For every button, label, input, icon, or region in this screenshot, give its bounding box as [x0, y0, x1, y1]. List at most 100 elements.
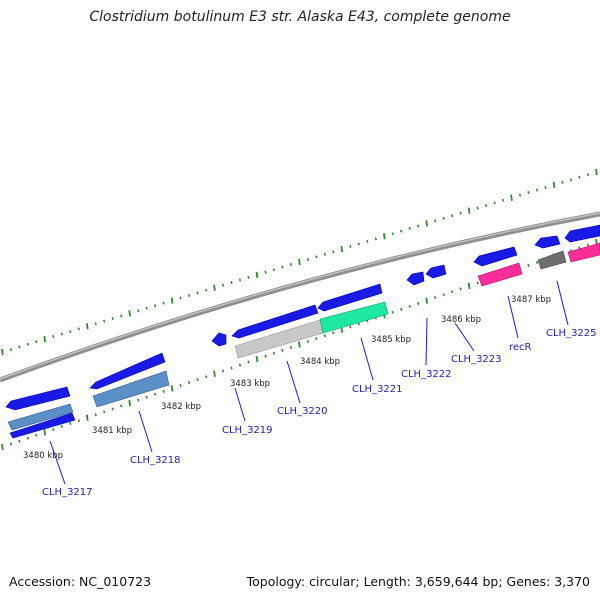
minor-tick [272, 351, 276, 355]
genome-backbone [0, 211, 600, 383]
minor-tick [349, 245, 352, 249]
major-tick [340, 245, 344, 253]
major-tick [255, 355, 259, 363]
major-tick [1, 443, 4, 451]
minor-tick [417, 224, 420, 228]
gene-label[interactable]: CLH_3223 [451, 354, 502, 365]
leader-line [360, 337, 374, 381]
minor-tick [569, 178, 573, 182]
major-tick [213, 370, 216, 377]
minor-tick [493, 201, 496, 205]
minor-tick [357, 242, 360, 246]
minor-tick [476, 206, 479, 210]
gene-label[interactable]: CLH_3218 [130, 455, 181, 466]
leader-line [286, 360, 301, 404]
minor-tick [230, 366, 233, 370]
gene-feature-forward[interactable] [564, 224, 600, 243]
leader-line [49, 440, 66, 485]
major-tick [383, 233, 386, 240]
major-tick [128, 399, 131, 407]
minor-tick [400, 229, 403, 233]
minor-tick [501, 198, 505, 202]
minor-tick [120, 404, 123, 408]
gene-feature-teal[interactable] [319, 301, 389, 334]
kbp-label: 3487 kbp [511, 295, 551, 305]
gene-feature-forward[interactable] [89, 352, 166, 390]
minor-tick [103, 410, 106, 414]
minor-tick [137, 398, 140, 402]
kbp-label: 3486 kbp [441, 315, 481, 325]
leader-line [138, 410, 153, 453]
gene-label[interactable]: CLH_3217 [42, 487, 93, 498]
gene-feature-grey[interactable] [537, 250, 567, 270]
minor-tick [204, 288, 208, 292]
minor-tick [315, 255, 318, 259]
gene-feature-forward[interactable] [5, 386, 71, 411]
minor-tick [391, 310, 394, 314]
gene-feature-magenta[interactable] [567, 242, 600, 263]
minor-tick [281, 265, 284, 269]
major-tick [425, 220, 428, 227]
minor-tick [187, 293, 191, 297]
minor-tick [103, 319, 106, 323]
minor-tick [527, 191, 530, 195]
minor-tick [145, 395, 148, 399]
minor-tick [408, 227, 411, 231]
kbp-label: 3482 kbp [161, 402, 201, 412]
minor-tick [111, 407, 114, 411]
minor-tick [264, 270, 267, 274]
major-tick [425, 297, 428, 304]
minor-tick [238, 363, 242, 367]
minor-tick [187, 381, 191, 385]
gene-label[interactable]: recR [509, 342, 532, 353]
forward-strand-features [5, 224, 600, 411]
gene-feature-forward[interactable] [406, 271, 425, 286]
minor-tick [391, 232, 394, 236]
minor-tick [442, 293, 445, 297]
gene-label[interactable]: CLH_3220 [277, 406, 328, 417]
genome-backbone-highlight [0, 212, 600, 380]
gene-feature-hypothetical[interactable] [234, 319, 324, 359]
gene-label[interactable]: CLH_3222 [401, 369, 452, 380]
major-tick [340, 326, 344, 334]
minor-tick [9, 442, 13, 446]
minor-tick [434, 296, 437, 300]
leader-line [454, 322, 475, 352]
gene-feature-forward[interactable] [425, 264, 447, 279]
gene-feature-forward[interactable] [211, 332, 227, 347]
minor-tick [442, 216, 445, 220]
kbp-label: 3485 kbp [371, 335, 411, 345]
minor-tick [332, 331, 335, 335]
gene-feature-magenta[interactable] [477, 262, 523, 287]
leader-line [425, 317, 428, 366]
minor-tick [450, 290, 454, 294]
gene-label[interactable]: CLH_3225 [546, 328, 597, 339]
gene-feature-forward[interactable] [473, 246, 518, 267]
minor-tick [94, 322, 97, 326]
gene-feature-steelblue[interactable] [92, 370, 170, 408]
minor-tick [272, 268, 276, 272]
minor-tick [137, 309, 140, 313]
gene-feature-steelblue[interactable] [7, 403, 74, 431]
minor-tick [77, 419, 80, 423]
minor-tick [35, 340, 38, 344]
major-tick [595, 168, 598, 176]
gene-feature-forward[interactable] [534, 235, 561, 249]
minor-tick [26, 436, 30, 440]
minor-tick [221, 369, 225, 373]
major-tick [255, 271, 259, 279]
gene-feature-forward[interactable] [231, 304, 319, 339]
gene-label[interactable]: CLH_3221 [352, 384, 403, 395]
minor-tick [417, 302, 420, 306]
gene-feature-forward[interactable] [317, 283, 383, 312]
minor-tick [52, 427, 55, 431]
leader-line [234, 387, 246, 422]
minor-tick [179, 296, 182, 300]
minor-tick [153, 304, 157, 308]
gene-label[interactable]: CLH_3219 [222, 425, 273, 436]
gene-feature-darkblue[interactable] [9, 412, 76, 439]
minor-tick [120, 314, 123, 318]
genome-summary-text: Topology: circular; Length: 3,659,644 bp… [246, 574, 590, 589]
minor-tick [111, 317, 114, 321]
